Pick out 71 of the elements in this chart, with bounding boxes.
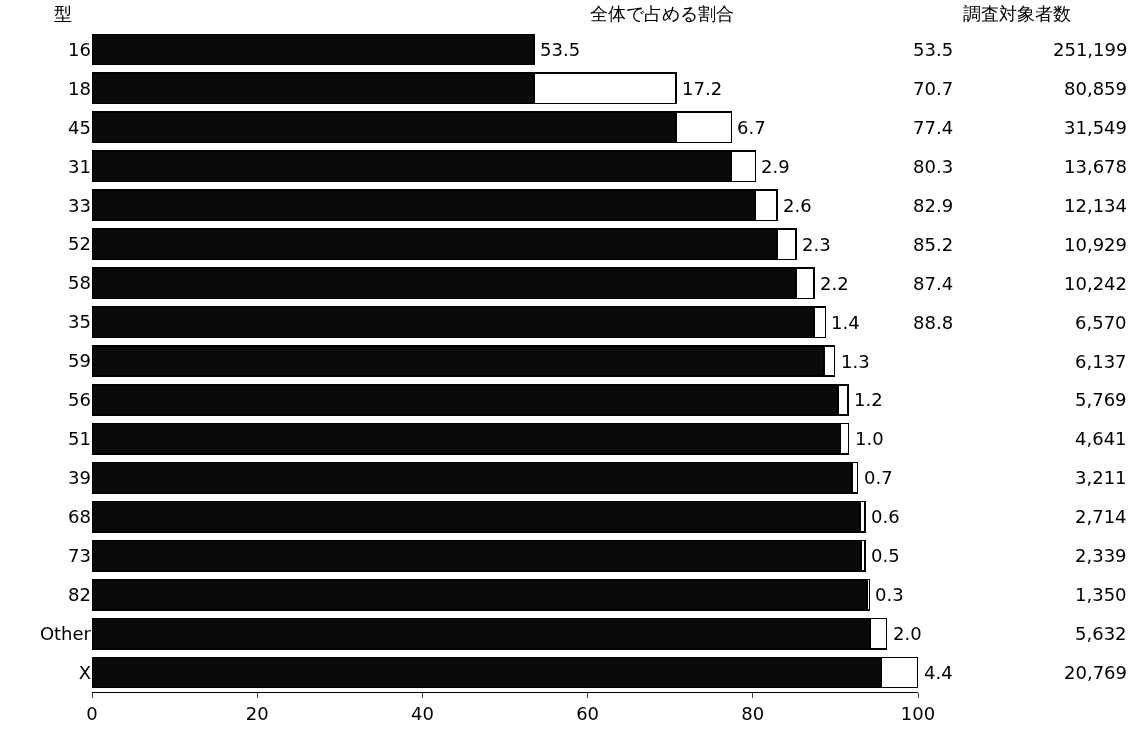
annotation: 80.3 — [913, 156, 954, 177]
text: 251,199 — [1053, 39, 1128, 60]
text: 31,549 — [1064, 117, 1127, 138]
data-label: 4.4 — [924, 662, 953, 683]
data-label: 1.4 — [831, 312, 860, 333]
data-label: 6.7 — [737, 117, 766, 138]
data-label: 2.6 — [783, 195, 812, 216]
text: 10,929 — [1064, 234, 1127, 255]
annotation: 87.4 — [913, 273, 954, 294]
data-label: 0.3 — [875, 584, 904, 605]
y-tick-label: 56 — [68, 389, 91, 411]
text: 80,859 — [1064, 78, 1127, 99]
data-label: 2.3 — [802, 234, 831, 255]
text: 12,134 — [1064, 195, 1127, 216]
bar — [92, 33, 535, 66]
annotation: 77.4 — [913, 117, 954, 138]
text: 2,714 — [1075, 506, 1127, 527]
text: 5,769 — [1075, 389, 1127, 410]
y-tick-label: 31 — [68, 155, 91, 177]
y-tick-label: 52 — [68, 233, 91, 255]
y-tick-label: X — [78, 661, 91, 683]
annotation: 88.8 — [913, 312, 954, 333]
y-tick-label: 45 — [68, 116, 91, 138]
bar — [92, 539, 862, 572]
bar — [92, 578, 868, 611]
data-label: 2.9 — [761, 156, 790, 177]
x-tick-label: 100 — [900, 702, 936, 724]
data-label: 53.5 — [540, 39, 581, 60]
y-tick-label: 39 — [68, 467, 91, 489]
data-label: 1.0 — [855, 428, 884, 449]
text: 13,678 — [1064, 156, 1127, 177]
y-tick-label: 68 — [68, 506, 91, 528]
text: 20,769 — [1064, 662, 1127, 683]
text: 3,211 — [1075, 467, 1127, 488]
text: 6,570 — [1075, 312, 1127, 333]
text: 全体で占める割合 — [590, 3, 734, 24]
y-tick-label: 16 — [68, 38, 91, 60]
y-tick-label: 82 — [68, 583, 91, 605]
y-tick-label: 73 — [68, 545, 91, 567]
annotation: 82.9 — [913, 195, 954, 216]
x-tick-label: 40 — [410, 702, 434, 724]
text: 5,632 — [1075, 623, 1127, 644]
annotation: 70.7 — [913, 78, 954, 99]
y-tick-label: 35 — [68, 311, 91, 333]
data-label: 1.3 — [841, 351, 870, 372]
data-label: 2.2 — [820, 273, 849, 294]
text: 10,242 — [1064, 273, 1127, 294]
y-tick-label: 59 — [68, 350, 91, 372]
data-label: 0.5 — [871, 545, 900, 566]
data-label: 17.2 — [682, 78, 723, 99]
y-tick-label: 51 — [68, 428, 91, 450]
text: 4,641 — [1075, 428, 1127, 449]
x-tick-label: 60 — [576, 702, 600, 724]
text: 6,137 — [1075, 351, 1127, 372]
data-label: 1.2 — [854, 389, 883, 410]
y-tick-label: 33 — [68, 194, 91, 216]
data-label: 0.7 — [864, 467, 893, 488]
text: 2,339 — [1075, 545, 1127, 566]
data-label: 0.6 — [871, 506, 900, 527]
text: 1,350 — [1075, 584, 1127, 605]
y-tick-label: 58 — [68, 272, 91, 294]
x-tick-label: 0 — [86, 702, 98, 724]
y-tick-label: Other — [39, 622, 92, 644]
x-tick-label: 80 — [741, 702, 765, 724]
x-tick-label: 20 — [245, 702, 269, 724]
text: 調査対象者数 — [963, 3, 1071, 24]
y-axis-title: 型 — [54, 3, 72, 24]
data-label: 2.0 — [893, 623, 922, 644]
y-tick-label: 18 — [68, 77, 91, 99]
annotation: 85.2 — [913, 234, 954, 255]
annotation: 53.5 — [913, 39, 954, 60]
